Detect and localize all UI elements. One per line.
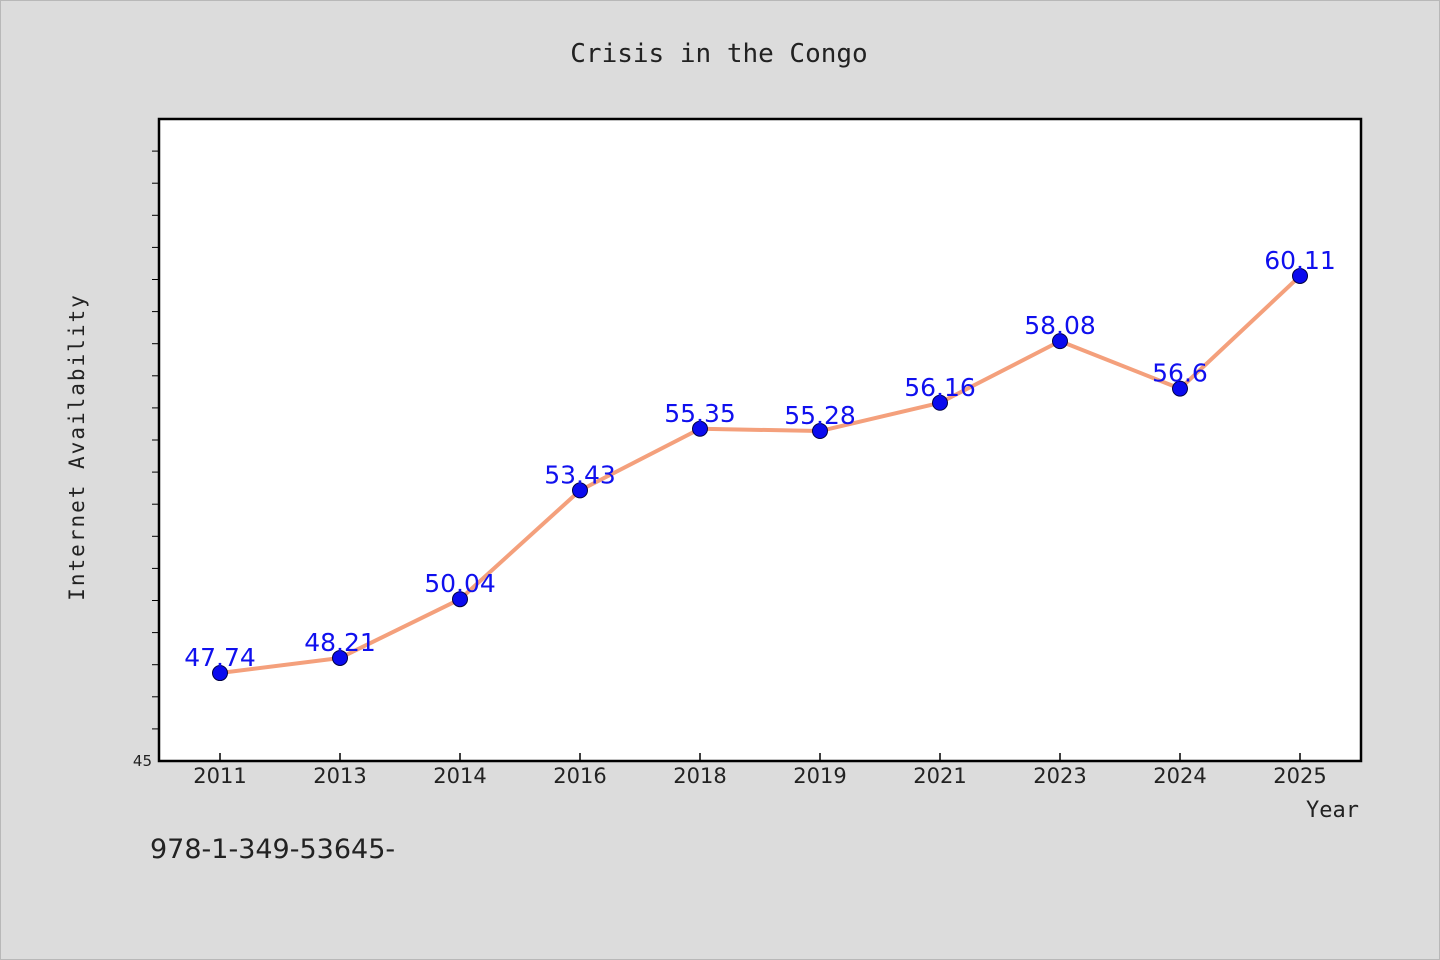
data-labels: 47.74 48.21 50.04 53.43 55.35 55.28 56.16 58.08…: [184, 246, 1336, 672]
data-point: [452, 591, 468, 608]
data-point: [1292, 267, 1308, 284]
data-point: [1172, 380, 1188, 397]
x-axis-tick-labels: 2011 2013 2014 2016 2018 2019 2021 2023 2024 2025: [193, 764, 1326, 788]
x-tick-label: 2014: [433, 764, 486, 788]
data-label: 55.28: [784, 401, 856, 430]
data-label: 56.16: [904, 373, 976, 402]
data-point: [692, 420, 708, 437]
chart-title: Crisis in the Congo: [570, 39, 867, 69]
data-label: 55.35: [664, 399, 736, 428]
y-axis-label: Internet Availability: [65, 293, 89, 601]
x-tick-label: 2021: [913, 764, 966, 788]
data-label: 56.6: [1152, 359, 1208, 388]
y-axis-tick-labels: 45: [133, 752, 152, 770]
x-tick-label: 2019: [793, 764, 846, 788]
data-point: [212, 665, 228, 682]
series-line: [219, 274, 1302, 676]
y-axis-ticks: [152, 150, 159, 730]
data-label: 58.08: [1024, 311, 1096, 340]
data-label: 53.43: [544, 460, 616, 489]
x-tick-label: 2023: [1033, 764, 1086, 788]
x-tick-label: 2016: [553, 764, 606, 788]
x-tick-label: 2013: [313, 764, 366, 788]
y-tick-label: 45: [133, 752, 152, 770]
data-point: [1052, 333, 1068, 350]
data-label: 47.74: [184, 643, 256, 672]
data-point: [812, 423, 828, 440]
x-tick-label: 2025: [1273, 764, 1326, 788]
x-axis-ticks: [219, 753, 1301, 761]
data-point: [932, 394, 948, 411]
data-label: 50.04: [424, 569, 496, 598]
data-point: [332, 649, 348, 666]
data-point: [572, 482, 588, 499]
x-tick-label: 2024: [1153, 764, 1206, 788]
plot-area: [157, 117, 1363, 763]
data-markers: [212, 267, 1308, 682]
data-label: 48.21: [304, 628, 376, 657]
x-tick-label: 2011: [193, 764, 246, 788]
x-axis-label: Year: [1306, 798, 1359, 823]
footnote-text: 978-1-349-53645-: [150, 834, 396, 865]
data-label: 60.11: [1264, 246, 1336, 275]
x-tick-label: 2018: [673, 764, 726, 788]
